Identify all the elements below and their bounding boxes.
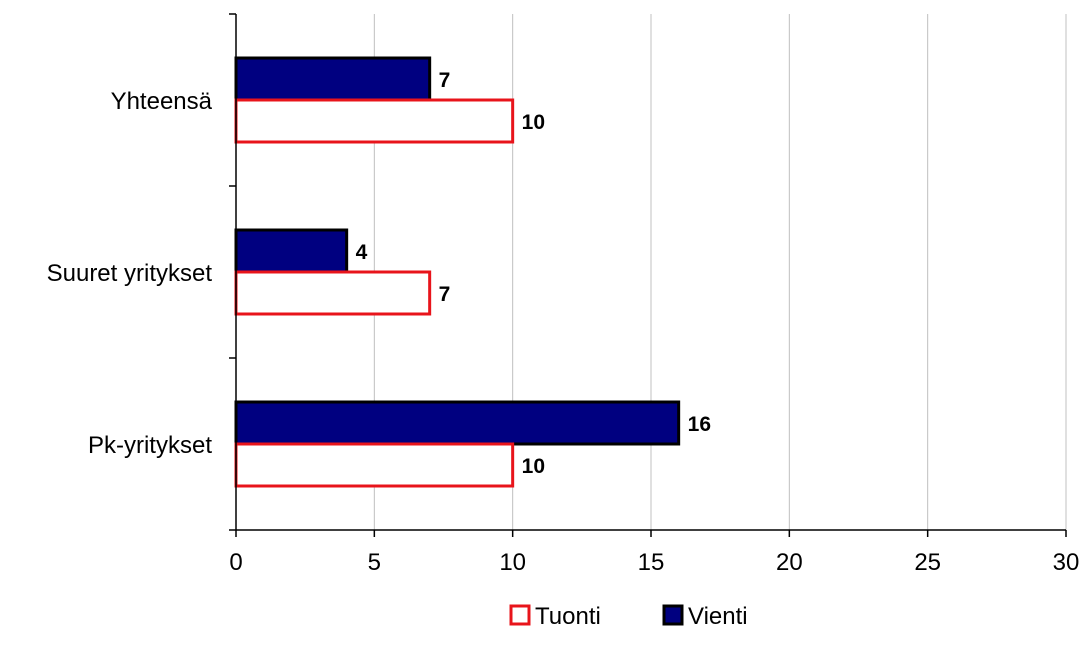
bar-tuonti-pk-yritykset: [234, 442, 515, 488]
data-label-tuonti-suuret-yritykset: 7: [439, 283, 451, 306]
labels: 0 5 10 15 20 25 30 Pk-yritykset 16 10 Suuret yrity…: [47, 69, 1080, 576]
axes: [229, 13, 1067, 537]
data-label-tuonti-pk-yritykset: 10: [522, 455, 545, 478]
category-label-yhteens: Yhteensä: [111, 88, 213, 115]
category-label-suuret-yritykset: Suuret yritykset: [47, 260, 213, 287]
legend-label-tuonti: Tuonti: [535, 603, 601, 630]
bar-tuonti-yhteens: [234, 98, 515, 144]
bar-vienti-pk-yritykset: [234, 400, 681, 446]
x-tick-label-30: 30: [1053, 549, 1080, 576]
data-label-vienti-suuret-yritykset: 4: [356, 241, 368, 264]
data-label-tuonti-yhteens: 10: [522, 111, 545, 134]
legend-swatch-tuonti: [509, 604, 531, 626]
bars: [234, 56, 681, 488]
data-label-vienti-pk-yritykset: 16: [688, 413, 711, 436]
bar-vienti-yhteens: [234, 56, 432, 102]
legend-swatch-vienti: [662, 604, 684, 626]
bar-tuonti-suuret-yritykset: [234, 270, 432, 316]
category-label-pk-yritykset: Pk-yritykset: [88, 432, 212, 459]
x-tick-label-20: 20: [776, 549, 803, 576]
data-label-vienti-yhteens: 7: [439, 69, 451, 92]
x-tick-label-10: 10: [499, 549, 526, 576]
x-tick-label-5: 5: [368, 549, 381, 576]
x-tick-label-0: 0: [229, 549, 242, 576]
x-tick-label-25: 25: [914, 549, 941, 576]
x-tick-label-15: 15: [638, 549, 665, 576]
legend-label-vienti: Vienti: [688, 603, 748, 630]
legend: Tuonti Vienti: [509, 603, 748, 630]
bar-vienti-suuret-yritykset: [234, 228, 349, 274]
